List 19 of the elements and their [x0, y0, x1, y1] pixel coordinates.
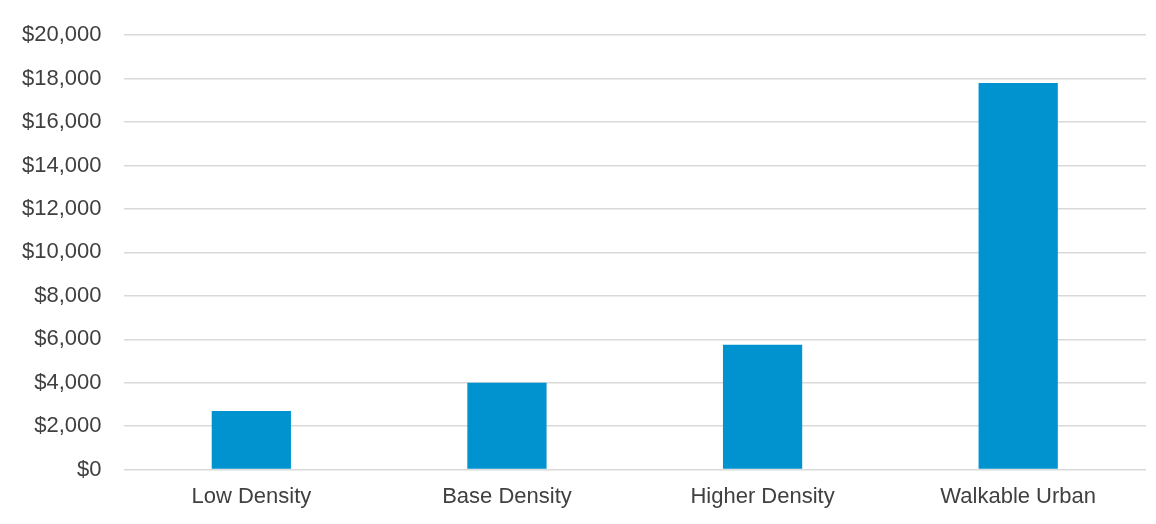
- y-tick-label: $14,000: [21, 151, 102, 177]
- x-tick-label: Base Density: [442, 482, 572, 508]
- y-tick-label: $0: [77, 455, 102, 481]
- y-tick-label: $18,000: [21, 64, 102, 90]
- y-tick-label: $12,000: [21, 195, 102, 221]
- y-tick-label: $6,000: [34, 325, 102, 351]
- bar: [467, 382, 547, 469]
- y-tick-label: $2,000: [34, 412, 102, 438]
- y-tick-label: $4,000: [34, 368, 102, 394]
- bar: [211, 410, 291, 469]
- y-tick-label: $10,000: [21, 238, 102, 264]
- bar: [722, 344, 803, 469]
- x-tick-label: Walkable Urban: [940, 482, 1097, 508]
- bar: [978, 82, 1058, 469]
- y-tick-label: $16,000: [21, 108, 102, 134]
- x-tick-label: Higher Density: [690, 482, 835, 508]
- x-tick-label: Low Density: [191, 482, 312, 508]
- y-tick-label: $20,000: [21, 21, 102, 47]
- y-tick-label: $8,000: [34, 281, 102, 307]
